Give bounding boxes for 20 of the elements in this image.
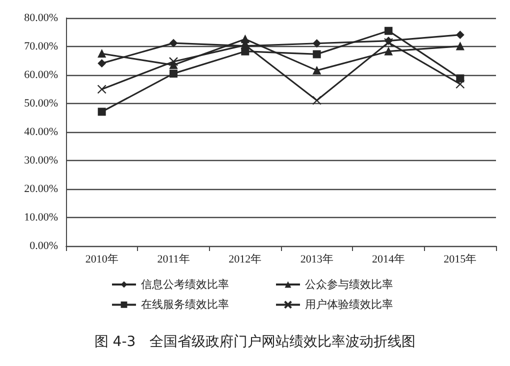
legend-label: 在线服务绩效比率 <box>141 298 229 312</box>
legend-label: 信息公考绩效比率 <box>141 278 229 291</box>
x-tick-label: 2012年 <box>228 254 262 266</box>
y-tick-label: 40.00% <box>24 126 58 138</box>
x-tick-label: 2011年 <box>157 254 190 266</box>
text: 图 4-3 全国省级政府门户网站绩效比率波动折线图 <box>94 334 416 350</box>
y-tick-label: 20.00% <box>24 183 58 195</box>
y-tick-label: 60.00% <box>24 69 58 81</box>
x-tick-label: 2010年 <box>85 254 118 266</box>
y-tick-label: 50.00% <box>24 98 58 110</box>
y-tick-label: 10.00% <box>24 212 58 224</box>
legend-label: 公众参与绩效比率 <box>305 278 393 291</box>
x-tick-label: 2015年 <box>444 254 477 266</box>
legend-label: 用户体验绩效比率 <box>305 298 393 312</box>
y-tick-label: 0.00% <box>30 240 58 252</box>
y-tick-label: 70.00% <box>24 40 58 52</box>
y-tick-label: 30.00% <box>24 154 58 166</box>
x-tick-label: 2014年 <box>372 254 405 266</box>
y-tick-label: 80.00% <box>24 12 58 24</box>
x-tick-label: 2013年 <box>300 254 334 266</box>
